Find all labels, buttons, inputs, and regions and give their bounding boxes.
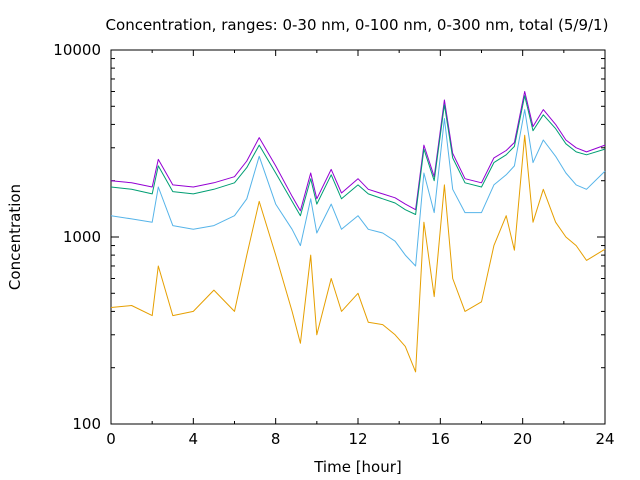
x-tick-label: 20 <box>513 430 532 448</box>
x-tick-label: 4 <box>189 430 199 448</box>
series-layer <box>110 91 606 373</box>
series-line-3 <box>110 109 606 267</box>
series-line-4 <box>110 134 606 373</box>
series-line-1 <box>110 91 606 212</box>
y-tick-label: 100 <box>72 415 101 433</box>
x-tick-label: 8 <box>271 430 281 448</box>
x-tick-label: 0 <box>106 430 116 448</box>
x-tick-label: 12 <box>348 430 367 448</box>
y-tick-label: 10000 <box>53 41 101 59</box>
x-tick-label: 24 <box>595 430 614 448</box>
chart-title: Concentration, ranges: 0-30 nm, 0-100 nm… <box>106 16 609 34</box>
series-line-2 <box>110 95 606 217</box>
ticks-layer: 0 4 8 12 16 20 24 100 1000 10000 <box>53 41 614 448</box>
plot-frame <box>110 49 606 425</box>
y-tick-label: 1000 <box>63 228 101 246</box>
x-tick-label: 16 <box>431 430 450 448</box>
y-axis-label: Concentration <box>6 184 24 290</box>
x-axis-label: Time [hour] <box>313 458 402 476</box>
